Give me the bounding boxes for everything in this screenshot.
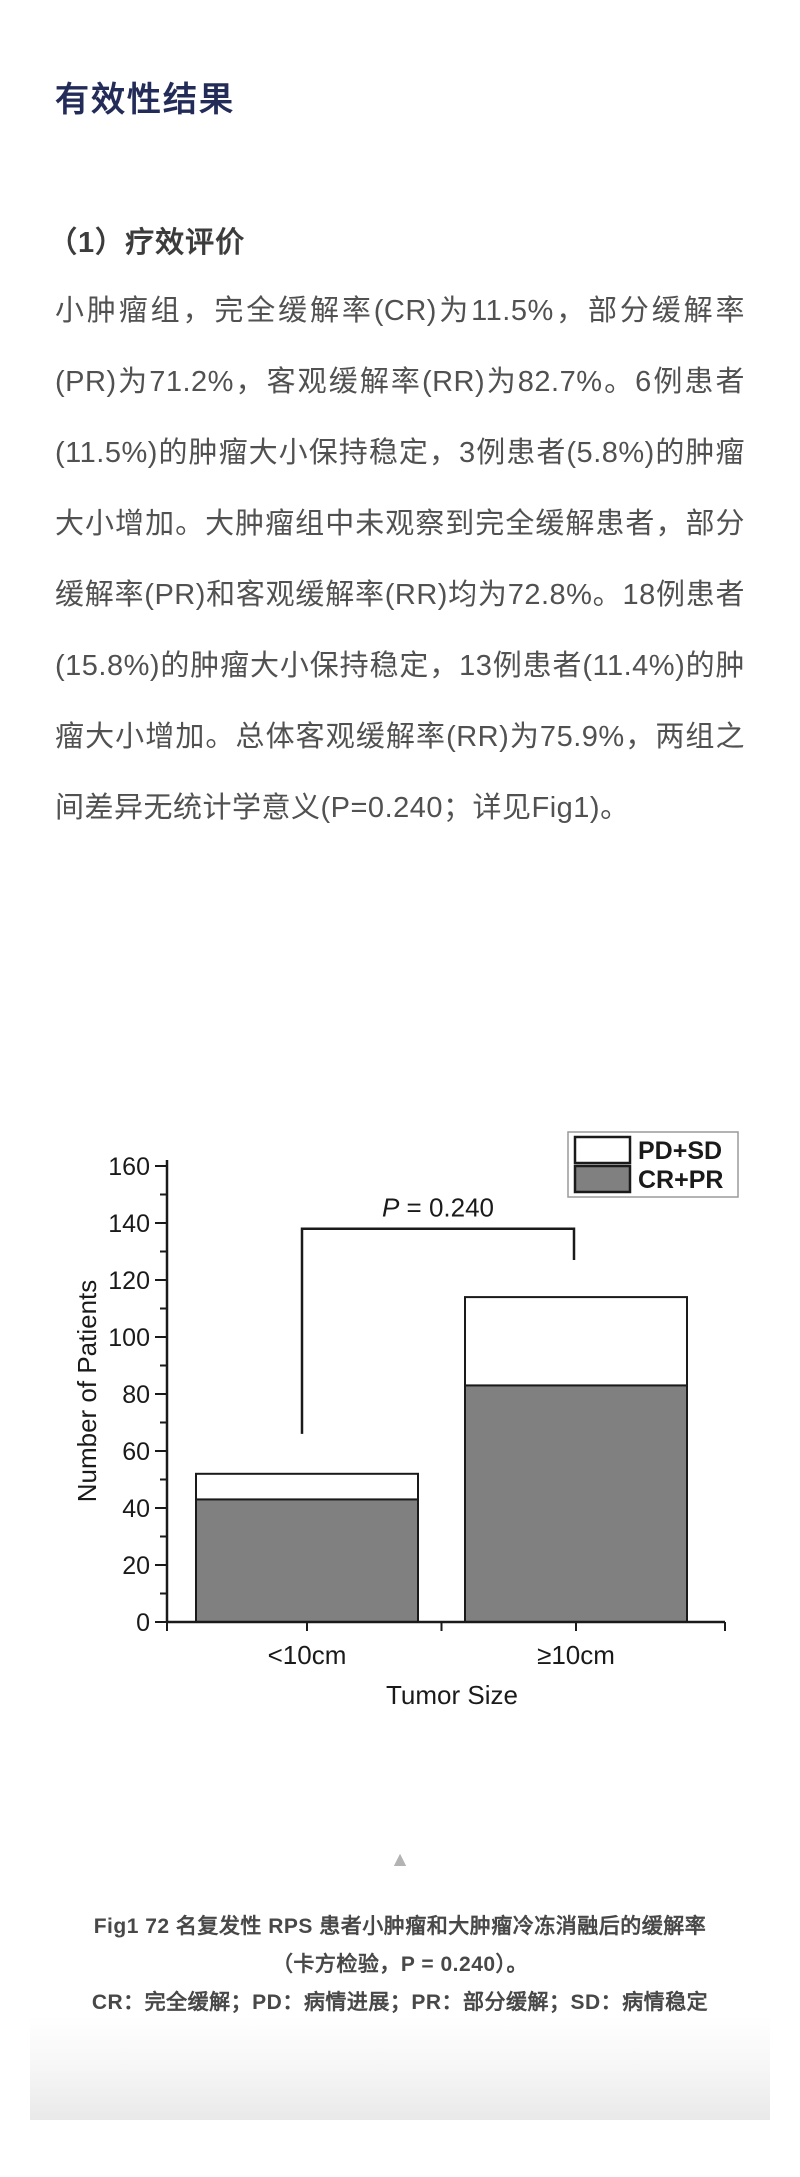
y-tick-label: 100 bbox=[108, 1324, 150, 1352]
x-category-label: ≥10cm bbox=[537, 1640, 615, 1670]
collapse-triangle-icon[interactable]: ▲ bbox=[389, 1848, 411, 1871]
section-subheading: （1）疗效评价 bbox=[48, 227, 246, 259]
figure-caption: Fig1 72 名复发性 RPS 患者小肿瘤和大肿瘤冷冻消融后的缓解率 （卡方检… bbox=[30, 1908, 770, 2022]
p-value-label: P = 0.240 bbox=[382, 1193, 494, 1223]
page-title: 有效性结果 bbox=[55, 81, 235, 119]
y-tick-label: 40 bbox=[122, 1495, 150, 1523]
y-tick-label: 120 bbox=[108, 1267, 150, 1295]
p-bracket bbox=[300, 1227, 576, 1434]
y-tick-label: 160 bbox=[108, 1153, 150, 1181]
bar-segment-bottom-≥10cm bbox=[464, 1384, 688, 1624]
next-card-divider bbox=[30, 2016, 770, 2120]
bar-segment-bottom-<10cm bbox=[195, 1498, 419, 1624]
y-tick-label: 140 bbox=[108, 1210, 150, 1238]
legend-swatch-PD+SD bbox=[573, 1135, 632, 1165]
bar-segment-top-≥10cm bbox=[464, 1296, 688, 1387]
y-axis-title: Number of Patients bbox=[72, 1280, 102, 1503]
y-tick-label: 60 bbox=[122, 1438, 150, 1466]
y-tick-label: 0 bbox=[136, 1609, 150, 1637]
x-category-label: <10cm bbox=[268, 1640, 347, 1670]
caption-line-3: CR：完全缓解；PD：病情进展；PR：部分缓解；SD：病情稳定 bbox=[91, 1991, 709, 2014]
legend-label-CR+PR: CR+PR bbox=[638, 1166, 723, 1194]
legend-label-PD+SD: PD+SD bbox=[638, 1137, 722, 1165]
fig1-stacked-bar-chart: 0 20 40 60 80 100 120 140 160 <10cm ≥10cm Tumor Siz… bbox=[72, 1131, 739, 1710]
bar-segment-top-<10cm bbox=[195, 1472, 419, 1501]
caption-line-1: Fig1 72 名复发性 RPS 患者小肿瘤和大肿瘤冷冻消融后的缓解率 bbox=[93, 1915, 707, 1938]
legend-swatch-CR+PR bbox=[573, 1164, 632, 1194]
y-tick-label: 80 bbox=[122, 1381, 150, 1409]
caption-line-2: （卡方检验，P = 0.240）。 bbox=[271, 1953, 529, 1976]
y-tick-label: 20 bbox=[122, 1552, 150, 1580]
figure-1: 0 20 40 60 80 100 120 140 160 <10cm ≥10cm Tumor Siz… bbox=[60, 1090, 760, 1740]
body-paragraph: 小肿瘤组，完全缓解率(CR)为11.5%，部分缓解率(PR)为71.2%，客观缓… bbox=[55, 295, 745, 824]
x-axis-title: Tumor Size bbox=[386, 1680, 518, 1710]
